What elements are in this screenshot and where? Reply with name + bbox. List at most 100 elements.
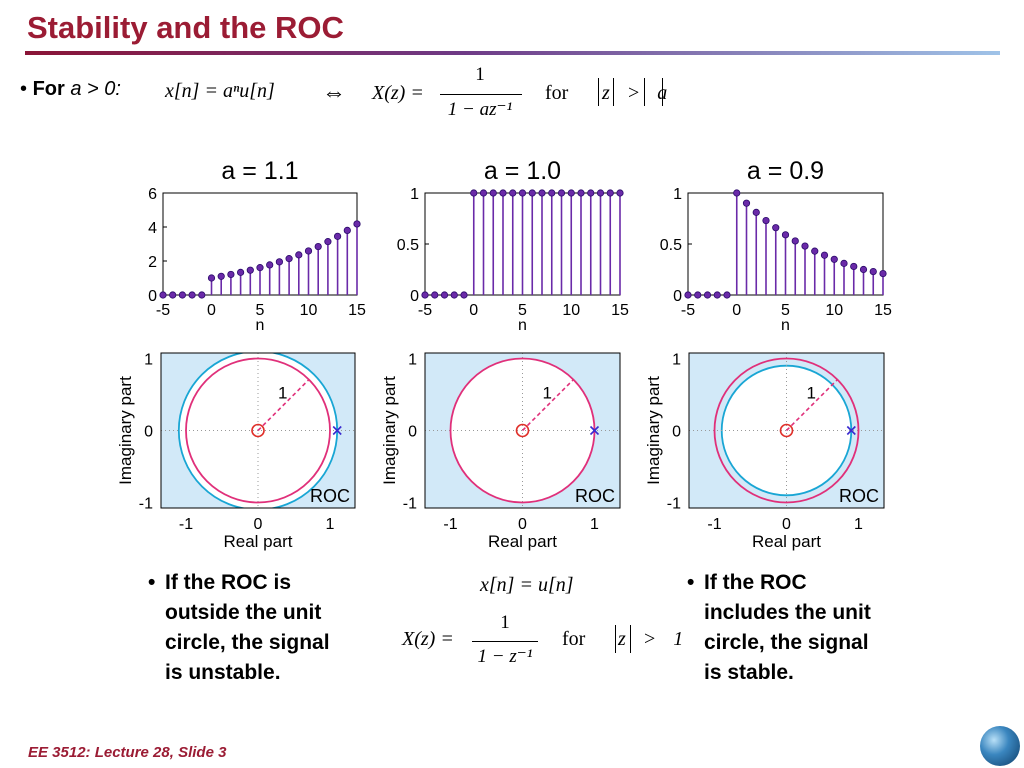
for-word: for xyxy=(545,82,569,104)
x-tick-label: 0 xyxy=(782,516,791,533)
stem-marker xyxy=(470,189,478,197)
bullet-dot: • xyxy=(148,571,156,594)
x-tick-label: 1 xyxy=(590,516,599,533)
pz-plot-frame xyxy=(688,352,885,509)
y-axis-label: Imaginary part xyxy=(380,376,399,485)
stem-marker xyxy=(518,189,527,197)
zero-marker xyxy=(515,423,530,438)
radius-line xyxy=(521,379,574,432)
stem-marker xyxy=(762,216,770,225)
stem-marker xyxy=(489,189,497,197)
slide-footer: EE 3512: Lecture 28, Slide 3 xyxy=(28,744,227,761)
y-tick-label: 0 xyxy=(144,424,153,441)
bullet-condition: a > 0: xyxy=(70,78,121,100)
zero-marker xyxy=(779,423,794,438)
y-tick-label: 0 xyxy=(673,288,682,305)
x-axis-label: n xyxy=(256,317,265,334)
stem-marker xyxy=(694,291,702,299)
y-tick-label: 0 xyxy=(672,424,681,441)
stem-marker xyxy=(266,261,274,269)
y-tick-label: 0 xyxy=(408,424,417,441)
note-left-line: is unstable. xyxy=(165,661,281,684)
x-axis-label: Real part xyxy=(224,532,293,551)
stem-marker xyxy=(820,251,829,259)
abs-bar xyxy=(613,78,614,106)
radius-line xyxy=(785,379,838,432)
roc-label: ROC xyxy=(575,486,615,506)
xz-lhs: X(z) = xyxy=(372,82,424,104)
x-tick-label: -5 xyxy=(156,302,170,319)
y-tick-label: 1 xyxy=(410,186,419,203)
note-left-line: circle, the signal xyxy=(165,631,330,654)
stem-marker xyxy=(616,189,624,197)
x-tick-label: -1 xyxy=(443,516,457,533)
mid-xn-equation: x[n] = u[n] xyxy=(480,574,574,596)
y-tick-label: 0 xyxy=(410,288,419,305)
x-axis-label: Real part xyxy=(488,532,557,551)
note-right: • If the ROC includes the unit circle, t… xyxy=(687,568,871,688)
abs-bar xyxy=(662,78,663,106)
radius-line xyxy=(257,379,310,432)
stem-marker xyxy=(256,264,264,272)
pole-marker xyxy=(589,425,600,436)
stem-marker xyxy=(781,231,790,239)
pz-plot-region: 1 ROC xyxy=(689,353,884,508)
x-tick-label: 10 xyxy=(300,302,318,319)
x-tick-label: 0 xyxy=(207,302,216,319)
stem-marker xyxy=(772,224,780,232)
stem-marker xyxy=(548,189,556,197)
y-axis-label: Imaginary part xyxy=(644,376,663,485)
stem-marker xyxy=(159,291,167,299)
radius-label: 1 xyxy=(278,384,287,403)
stem-marker xyxy=(587,189,595,197)
x-tick-label: 5 xyxy=(781,302,790,319)
stem-marker xyxy=(830,255,838,263)
stem-marker xyxy=(557,189,566,197)
title-divider xyxy=(25,51,1000,55)
x-tick-label: 5 xyxy=(256,302,265,319)
pole-marker xyxy=(846,425,856,436)
stem-marker xyxy=(275,258,283,266)
x-tick-label: 15 xyxy=(611,302,629,319)
stem-marker xyxy=(723,291,731,299)
y-tick-label: 0.5 xyxy=(397,237,419,254)
y-axis-label: Imaginary part xyxy=(116,376,135,485)
note-left-line: outside the unit xyxy=(165,601,322,624)
x-axis-label: n xyxy=(781,317,790,334)
pz-plot-region: 1 ROC xyxy=(425,353,620,508)
stem-plot-title: a = 1.0 xyxy=(484,157,561,185)
note-left: • If the ROC is outside the unit circle,… xyxy=(148,568,330,688)
y-tick-label: -1 xyxy=(403,496,417,513)
globe-logo-icon xyxy=(980,726,1020,766)
x-tick-label: 0 xyxy=(469,302,478,319)
stem-marker xyxy=(606,189,614,197)
y-tick-label: -1 xyxy=(139,496,153,513)
y-tick-label: 1 xyxy=(408,352,417,369)
stem-marker xyxy=(509,189,517,197)
stem-marker xyxy=(295,251,303,259)
bullet-lead: For xyxy=(32,78,65,100)
unit-circle xyxy=(185,357,331,504)
note-right-line: is stable. xyxy=(704,661,794,684)
stem-marker xyxy=(207,274,216,282)
stem-marker xyxy=(742,199,751,207)
x-axis-label: Real part xyxy=(752,532,821,551)
stem-marker xyxy=(314,242,322,251)
note-right-line: includes the unit xyxy=(704,601,871,624)
pz-plot-frame xyxy=(160,352,356,509)
stem-marker xyxy=(343,226,351,235)
stem-marker xyxy=(479,189,488,197)
stem-marker xyxy=(188,291,196,299)
x-axis-label: n xyxy=(518,317,527,334)
stem-plot-title: a = 0.9 xyxy=(747,157,824,185)
stem-marker xyxy=(178,291,186,299)
y-tick-label: 2 xyxy=(148,254,157,271)
abs-bar xyxy=(644,78,645,106)
stem-marker xyxy=(246,266,254,274)
abs-bar xyxy=(615,625,616,653)
roc-label: ROC xyxy=(839,486,879,506)
stem-plot-title: a = 1.1 xyxy=(221,157,298,185)
mid-for-word: for xyxy=(562,628,586,650)
radius-label: 1 xyxy=(807,384,816,403)
